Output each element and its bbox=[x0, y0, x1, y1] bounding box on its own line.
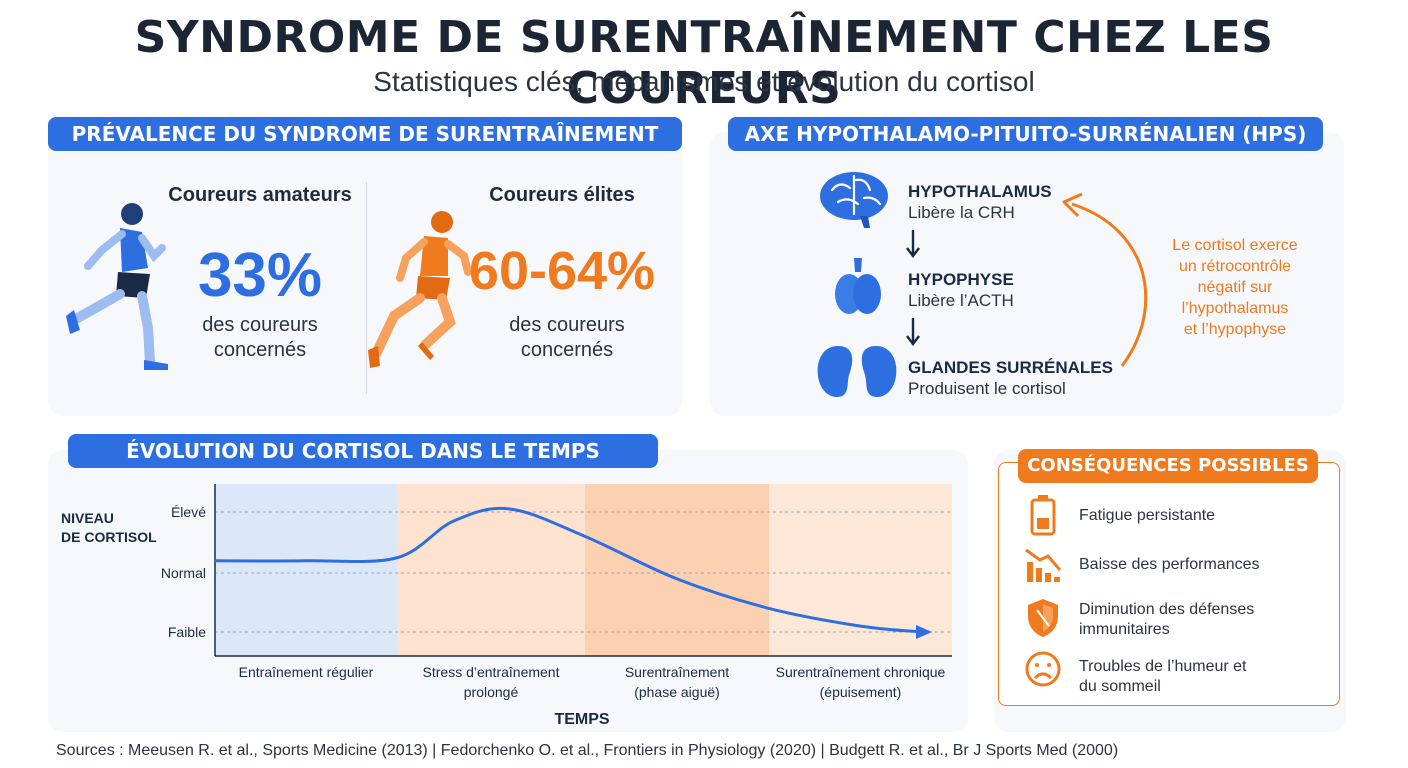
phase-band-2 bbox=[397, 484, 585, 656]
arrow-down-icon bbox=[905, 230, 921, 263]
consequence-2-line1: Baisse des performances bbox=[1079, 556, 1260, 573]
phase-band-1 bbox=[215, 484, 397, 656]
kidneys-icon bbox=[816, 344, 898, 400]
declining-chart-icon bbox=[1024, 546, 1062, 589]
cortisol-series-line bbox=[214, 506, 923, 634]
x-axis-title: TEMPS bbox=[554, 711, 610, 728]
brain-icon bbox=[818, 168, 892, 230]
elite-label: Coureurs élites bbox=[489, 184, 635, 206]
x-tick-label: Surentraînement chronique bbox=[776, 664, 946, 680]
sad-face-icon bbox=[1024, 650, 1062, 693]
page-title: SYNDROME DE SURENTRAÎNEMENT CHEZ LES COU… bbox=[134, 12, 1274, 114]
prevalence-divider bbox=[366, 182, 367, 394]
consequences-heading: CONSÉQUENCES POSSIBLES bbox=[1018, 449, 1318, 483]
hps-step-3-name: GLANDES SURRÉNALES bbox=[908, 358, 1113, 377]
arrow-down-icon bbox=[905, 318, 921, 351]
y-tick-label: Normal bbox=[161, 565, 206, 581]
consequence-3-line1: Diminution des défenses bbox=[1079, 601, 1255, 618]
prevalence-heading: PRÉVALENCE DU SYNDROME DE SURENTRAÎNEMEN… bbox=[48, 117, 682, 151]
x-tick-label: (phase aiguë) bbox=[634, 684, 720, 700]
hps-step-3-desc: Produisent le cortisol bbox=[908, 379, 1066, 398]
elite-caption-line2: concernés bbox=[520, 339, 614, 361]
x-tick-label: Entraînement régulier bbox=[239, 664, 374, 680]
consequence-1-line1: Fatigue persistante bbox=[1079, 507, 1216, 524]
x-tick-label: (épuisement) bbox=[820, 684, 902, 700]
series-arrowhead-icon bbox=[916, 625, 932, 639]
hps-heading: AXE HYPOTHALAMO-PITUITO-SURRÉNALIEN (HPS… bbox=[728, 117, 1323, 151]
amateur-caption-line1: des coureurs bbox=[202, 314, 318, 336]
x-tick-label: prolongé bbox=[464, 684, 519, 700]
pituitary-icon bbox=[834, 258, 882, 316]
consequence-4-line1: Troubles de l’humeur et bbox=[1079, 658, 1247, 675]
y-axis-title-line1: NIVEAU bbox=[61, 510, 114, 526]
feedback-arrow-icon bbox=[1056, 190, 1166, 370]
x-tick-label: Stress d’entraînement bbox=[423, 664, 560, 680]
hps-step-2-name: HYPOPHYSE bbox=[908, 270, 1014, 289]
amateur-label: Coureurs amateurs bbox=[168, 184, 352, 206]
elite-runner-icon bbox=[360, 206, 480, 376]
phase-band-3 bbox=[585, 484, 769, 656]
hps-panel bbox=[710, 132, 1344, 416]
feedback-line-4: l’hypothalamus bbox=[1181, 300, 1289, 317]
x-tick-label: Surentraînement bbox=[625, 664, 729, 680]
page-subtitle: Statistiques clés, mécanismes et évoluti… bbox=[373, 66, 1035, 97]
cortisol-heading: ÉVOLUTION DU CORTISOL DANS LE TEMPS bbox=[68, 434, 658, 468]
elite-value: 60-64% bbox=[468, 241, 656, 301]
amateur-value: 33% bbox=[197, 241, 323, 310]
feedback-text: Le cortisol exerce un rétrocontrôle néga… bbox=[1160, 235, 1310, 340]
feedback-line-5: et l’hypophyse bbox=[1183, 321, 1287, 338]
shield-icon bbox=[1026, 598, 1060, 643]
hps-step-1-desc: Libère la CRH bbox=[908, 203, 1015, 222]
y-tick-label: Élevé bbox=[171, 504, 206, 520]
battery-icon bbox=[1030, 494, 1056, 541]
consequence-3-line2: immunitaires bbox=[1079, 621, 1170, 638]
consequence-4-line2: du sommeil bbox=[1079, 678, 1161, 695]
hps-step-2-desc: Libère l’ACTH bbox=[908, 291, 1014, 310]
amateur-caption-line2: concernés bbox=[213, 339, 307, 361]
feedback-line-2: un rétrocontrôle bbox=[1178, 258, 1292, 275]
sources-footer: Sources : Meeusen R. et al., Sports Medi… bbox=[56, 742, 1119, 759]
amateur-runner-icon bbox=[58, 198, 178, 378]
hps-step-1-name: HYPOTHALAMUS bbox=[908, 182, 1052, 201]
y-tick-label: Faible bbox=[168, 624, 206, 640]
elite-caption-line1: des coureurs bbox=[509, 314, 625, 336]
feedback-line-3: négatif sur bbox=[1197, 279, 1273, 296]
y-axis-title-line2: DE CORTISOL bbox=[61, 529, 157, 545]
feedback-line-1: Le cortisol exerce bbox=[1172, 237, 1298, 254]
